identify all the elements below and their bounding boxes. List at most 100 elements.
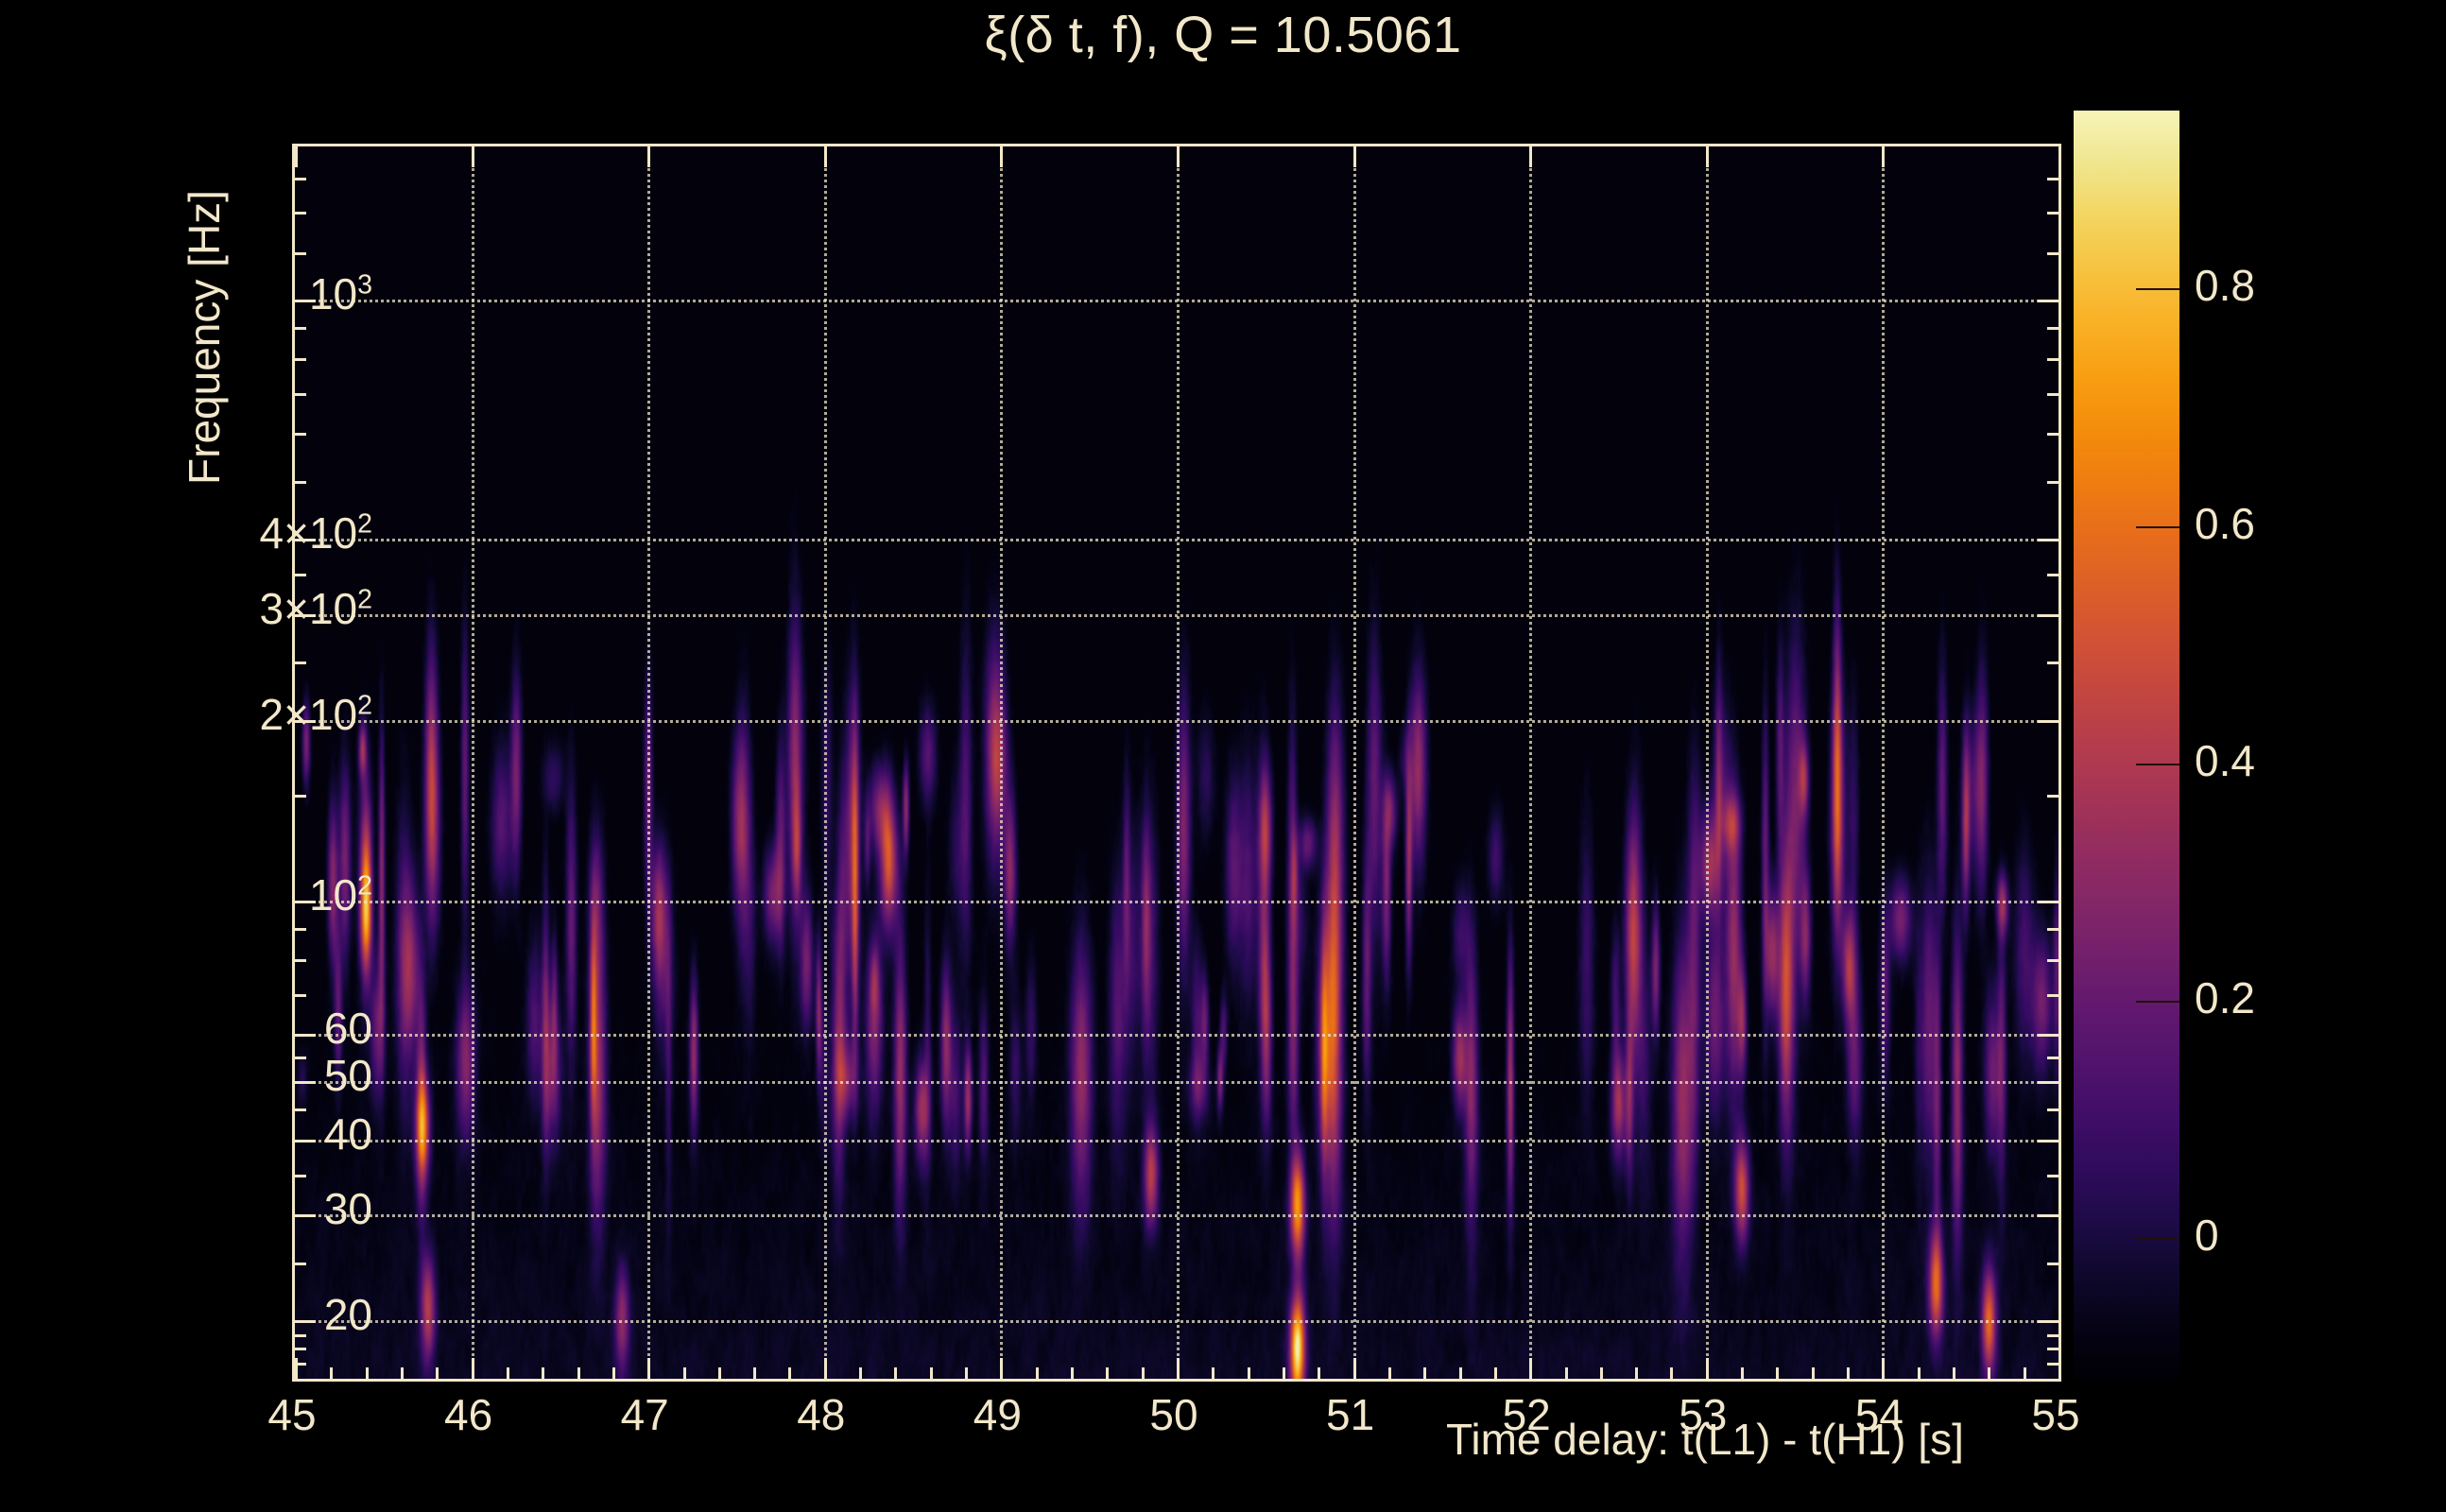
- axis-tick-minor: [1071, 1367, 1075, 1379]
- axis-tick-minor: [894, 1367, 898, 1379]
- axis-tick-minor: [295, 1174, 306, 1177]
- axis-tick-minor: [506, 1367, 509, 1379]
- axis-tick-minor: [1635, 1367, 1639, 1379]
- axis-tick-minor: [2047, 993, 2058, 997]
- axis-tick-minor: [2047, 357, 2058, 361]
- axis-tick-major: [1882, 146, 1886, 167]
- axis-tick-major: [471, 1358, 474, 1379]
- axis-tick-major: [295, 613, 316, 617]
- axis-tick-major: [2038, 1081, 2058, 1085]
- y-axis-tick-label: 20: [323, 1290, 372, 1340]
- axis-tick-major: [471, 146, 474, 167]
- axis-tick-major: [823, 1358, 827, 1379]
- colorbar-tick: [2136, 1001, 2179, 1004]
- axis-tick-major: [2038, 1034, 2058, 1038]
- axis-tick-minor: [1599, 1367, 1603, 1379]
- axis-tick-minor: [1493, 1367, 1497, 1379]
- axis-tick-minor: [1247, 1367, 1250, 1379]
- axis-tick-minor: [1318, 1367, 1321, 1379]
- heatmap-canvas-host: [295, 146, 2058, 1379]
- colorbar-tick: [2136, 763, 2179, 765]
- axis-tick-minor: [295, 1333, 306, 1337]
- axis-tick-minor: [2047, 1262, 2058, 1265]
- x-axis-tick-label: 45: [267, 1390, 317, 1439]
- axis-tick-minor: [295, 1262, 306, 1265]
- colorbar-tick-label: 0.6: [2195, 498, 2255, 548]
- colorbar-tick: [2136, 288, 2179, 291]
- axis-tick-major: [295, 1140, 316, 1143]
- axis-tick-minor: [1917, 1367, 1921, 1379]
- axis-tick-major: [2038, 719, 2058, 723]
- axis-tick-major: [295, 1081, 316, 1085]
- axis-tick-major: [823, 146, 827, 167]
- axis-tick-major: [1882, 1358, 1886, 1379]
- axis-tick-major: [295, 1214, 316, 1218]
- axis-tick-major: [1352, 146, 1356, 167]
- axis-tick-minor: [2047, 928, 2058, 932]
- axis-tick-minor: [295, 392, 306, 396]
- axis-tick-minor: [1953, 1367, 1956, 1379]
- x-axis-tick-label: 53: [1679, 1390, 1728, 1439]
- y-axis-tick-label: 60: [323, 1004, 372, 1054]
- axis-tick-minor: [295, 357, 306, 361]
- axis-tick-minor: [295, 212, 306, 215]
- axis-tick-minor: [295, 574, 306, 577]
- axis-tick-minor: [1141, 1367, 1145, 1379]
- axis-tick-major: [2038, 1214, 2058, 1218]
- colorbar[interactable]: [2074, 111, 2179, 1381]
- spectrogram-plot-area[interactable]: [292, 144, 2061, 1382]
- colorbar-tick: [2136, 525, 2179, 528]
- axis-tick-minor: [295, 928, 306, 932]
- axis-tick-minor: [2047, 1108, 2058, 1112]
- axis-tick-minor: [295, 327, 306, 331]
- axis-tick-major: [2038, 901, 2058, 904]
- axis-tick-minor: [400, 1367, 404, 1379]
- axis-tick-major: [295, 539, 316, 542]
- axis-tick-minor: [2047, 662, 2058, 665]
- axis-tick-minor: [965, 1367, 969, 1379]
- y-axis-tick-label: 2×102: [259, 689, 372, 739]
- x-axis-tick-label: 54: [1854, 1390, 1903, 1439]
- axis-tick-minor: [2047, 480, 2058, 484]
- axis-tick-major: [295, 300, 316, 303]
- axis-tick-major: [2058, 146, 2061, 167]
- axis-tick-minor: [1988, 1367, 1991, 1379]
- axis-tick-minor: [542, 1367, 545, 1379]
- y-axis-title: Frequency [Hz]: [180, 190, 229, 485]
- axis-tick-minor: [1776, 1367, 1780, 1379]
- axis-tick-major: [1177, 1358, 1180, 1379]
- colorbar-gradient: [2074, 111, 2179, 1381]
- colorbar-tick-label: 0.8: [2195, 261, 2255, 311]
- axis-tick-minor: [2047, 433, 2058, 437]
- axis-tick-minor: [1035, 1367, 1039, 1379]
- x-axis-tick-label: 55: [2031, 1390, 2080, 1439]
- y-axis-tick-label: 102: [308, 870, 372, 920]
- x-axis-tick-label: 50: [1149, 1390, 1198, 1439]
- x-axis-tick-label: 46: [444, 1390, 493, 1439]
- axis-tick-major: [295, 719, 316, 723]
- axis-tick-minor: [295, 993, 306, 997]
- axis-tick-minor: [295, 480, 306, 484]
- axis-tick-minor: [2047, 1363, 2058, 1366]
- y-axis-tick-label: 3×102: [259, 583, 372, 633]
- axis-tick-major: [2038, 300, 2058, 303]
- axis-tick-minor: [2047, 574, 2058, 577]
- axis-tick-minor: [295, 1348, 306, 1351]
- axis-tick-minor: [2047, 1057, 2058, 1060]
- axis-tick-minor: [330, 1367, 334, 1379]
- axis-tick-major: [1177, 146, 1180, 167]
- axis-tick-minor: [682, 1367, 686, 1379]
- axis-tick-minor: [2047, 958, 2058, 962]
- axis-tick-minor: [295, 662, 306, 665]
- axis-tick-minor: [788, 1367, 792, 1379]
- x-axis-title: Time delay: t(L1) - t(H1) [s]: [1446, 1415, 1964, 1464]
- axis-tick-major: [1705, 1358, 1709, 1379]
- axis-tick-minor: [295, 1363, 306, 1366]
- axis-tick-minor: [2023, 1367, 2026, 1379]
- axis-tick-minor: [2047, 1174, 2058, 1177]
- axis-tick-major: [1705, 146, 1709, 167]
- axis-tick-minor: [1811, 1367, 1815, 1379]
- colorbar-tick: [2136, 1238, 2179, 1241]
- axis-tick-minor: [1282, 1367, 1285, 1379]
- axis-tick-minor: [1106, 1367, 1110, 1379]
